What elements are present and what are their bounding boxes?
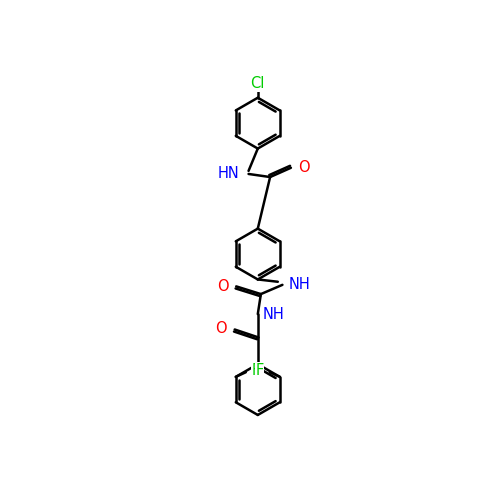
Text: F: F (252, 363, 260, 378)
Text: Cl: Cl (250, 76, 265, 92)
Text: O: O (217, 279, 228, 294)
Text: F: F (256, 363, 264, 378)
Text: NH: NH (288, 278, 310, 292)
Text: O: O (298, 160, 310, 174)
Text: HN: HN (218, 166, 240, 182)
Text: NH: NH (262, 306, 284, 322)
Text: O: O (216, 321, 227, 336)
